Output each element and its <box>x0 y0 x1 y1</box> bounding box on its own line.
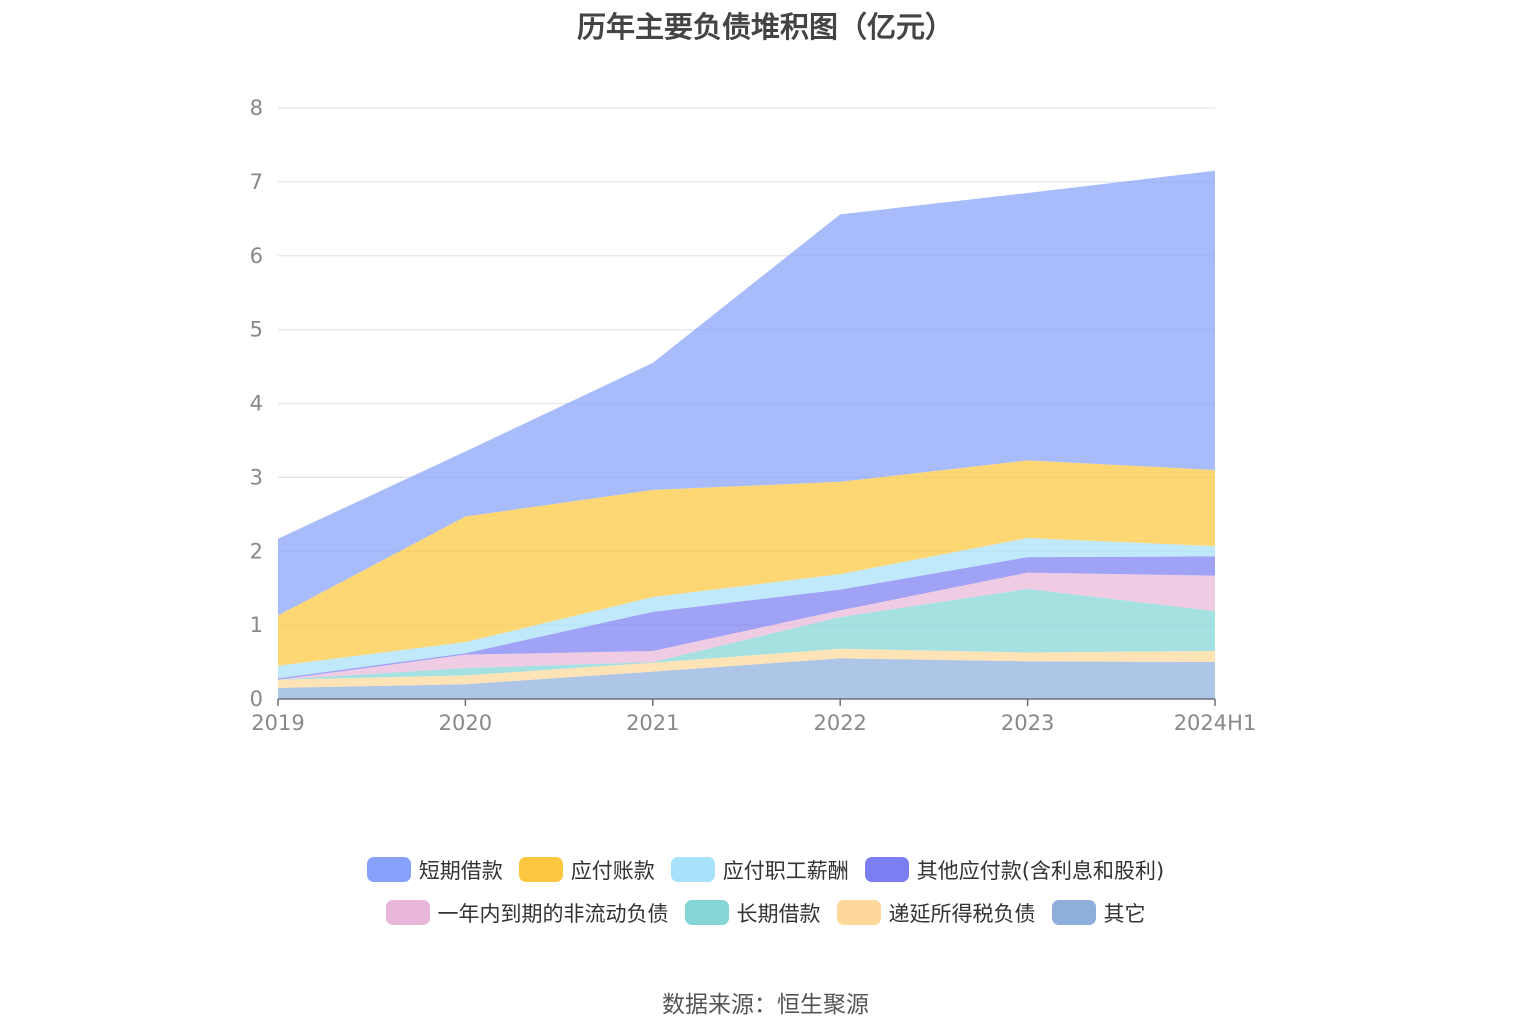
legend-label: 其他应付款(含利息和股利) <box>916 858 1165 883</box>
y-tick-label: 1 <box>250 613 263 637</box>
legend-item[interactable]: 应付账款 <box>518 855 655 885</box>
axes: 0 1 2 3 4 5 6 7 8 2019 2020 2021 2022 2023 2024H1 <box>250 96 1257 735</box>
area-series-group <box>278 170 1215 699</box>
area-series-1[interactable] <box>278 658 1215 699</box>
area-series-3[interactable] <box>278 588 1215 680</box>
y-tick-label: 3 <box>250 465 263 489</box>
chart-title: 历年主要负债堆积图（亿元） <box>576 10 954 44</box>
x-tick-label: 2022 <box>813 711 866 735</box>
data-source-note: 数据来源：恒生聚源 <box>662 992 869 1018</box>
area-series-4[interactable] <box>278 572 1215 680</box>
legend-label: 短期借款 <box>418 858 503 883</box>
legend-item[interactable]: 短期借款 <box>366 855 503 885</box>
legend-swatch <box>864 857 909 882</box>
legend-label: 应付账款 <box>570 858 655 883</box>
legend-swatch <box>1051 900 1096 925</box>
legend-swatch <box>366 857 411 882</box>
legend-item[interactable]: 其它 <box>1051 898 1146 928</box>
legend: 短期借款 应付账款 应付职工薪酬 其他应付款(含利息和股利) 一年内到期的非流动负债 长… <box>0 848 1531 934</box>
legend-item[interactable]: 其他应付款(含利息和股利) <box>864 855 1165 885</box>
legend-swatch <box>684 900 729 925</box>
legend-swatch <box>518 857 563 882</box>
area-series-5[interactable] <box>278 556 1215 680</box>
legend-swatch <box>670 857 715 882</box>
x-tick-label: 2019 <box>251 711 304 735</box>
legend-label: 一年内到期的非流动负债 <box>437 901 669 926</box>
y-tick-label: 7 <box>250 170 263 194</box>
legend-label: 长期借款 <box>736 901 821 926</box>
legend-label: 其它 <box>1103 901 1146 926</box>
x-tick-label: 2021 <box>626 711 679 735</box>
x-tick-label: 2024H1 <box>1174 711 1257 735</box>
legend-row: 一年内到期的非流动负债 长期借款 递延所得税负债 其它 <box>0 891 1531 934</box>
x-tick-label: 2020 <box>439 711 492 735</box>
legend-label: 递延所得税负债 <box>888 901 1036 926</box>
y-tick-label: 5 <box>250 318 263 342</box>
legend-label: 应付职工薪酬 <box>722 858 849 883</box>
legend-item[interactable]: 递延所得税负债 <box>836 898 1036 928</box>
legend-swatch <box>836 900 881 925</box>
legend-item[interactable]: 应付职工薪酬 <box>670 855 849 885</box>
y-tick-label: 2 <box>250 539 263 563</box>
legend-item[interactable]: 长期借款 <box>684 898 821 928</box>
y-tick-label: 4 <box>250 392 263 416</box>
y-tick-label: 8 <box>250 96 263 120</box>
y-tick-label: 6 <box>250 244 263 268</box>
legend-row: 短期借款 应付账款 应付职工薪酬 其他应付款(含利息和股利) <box>0 848 1531 891</box>
area-series-8[interactable] <box>278 170 1215 616</box>
legend-item[interactable]: 一年内到期的非流动负债 <box>385 898 669 928</box>
area-series-2[interactable] <box>278 648 1215 688</box>
y-tick-label: 0 <box>250 687 263 711</box>
area-series-6[interactable] <box>278 537 1215 679</box>
x-tick-label: 2023 <box>1001 711 1054 735</box>
area-series-7[interactable] <box>278 460 1215 666</box>
legend-swatch <box>385 900 430 925</box>
